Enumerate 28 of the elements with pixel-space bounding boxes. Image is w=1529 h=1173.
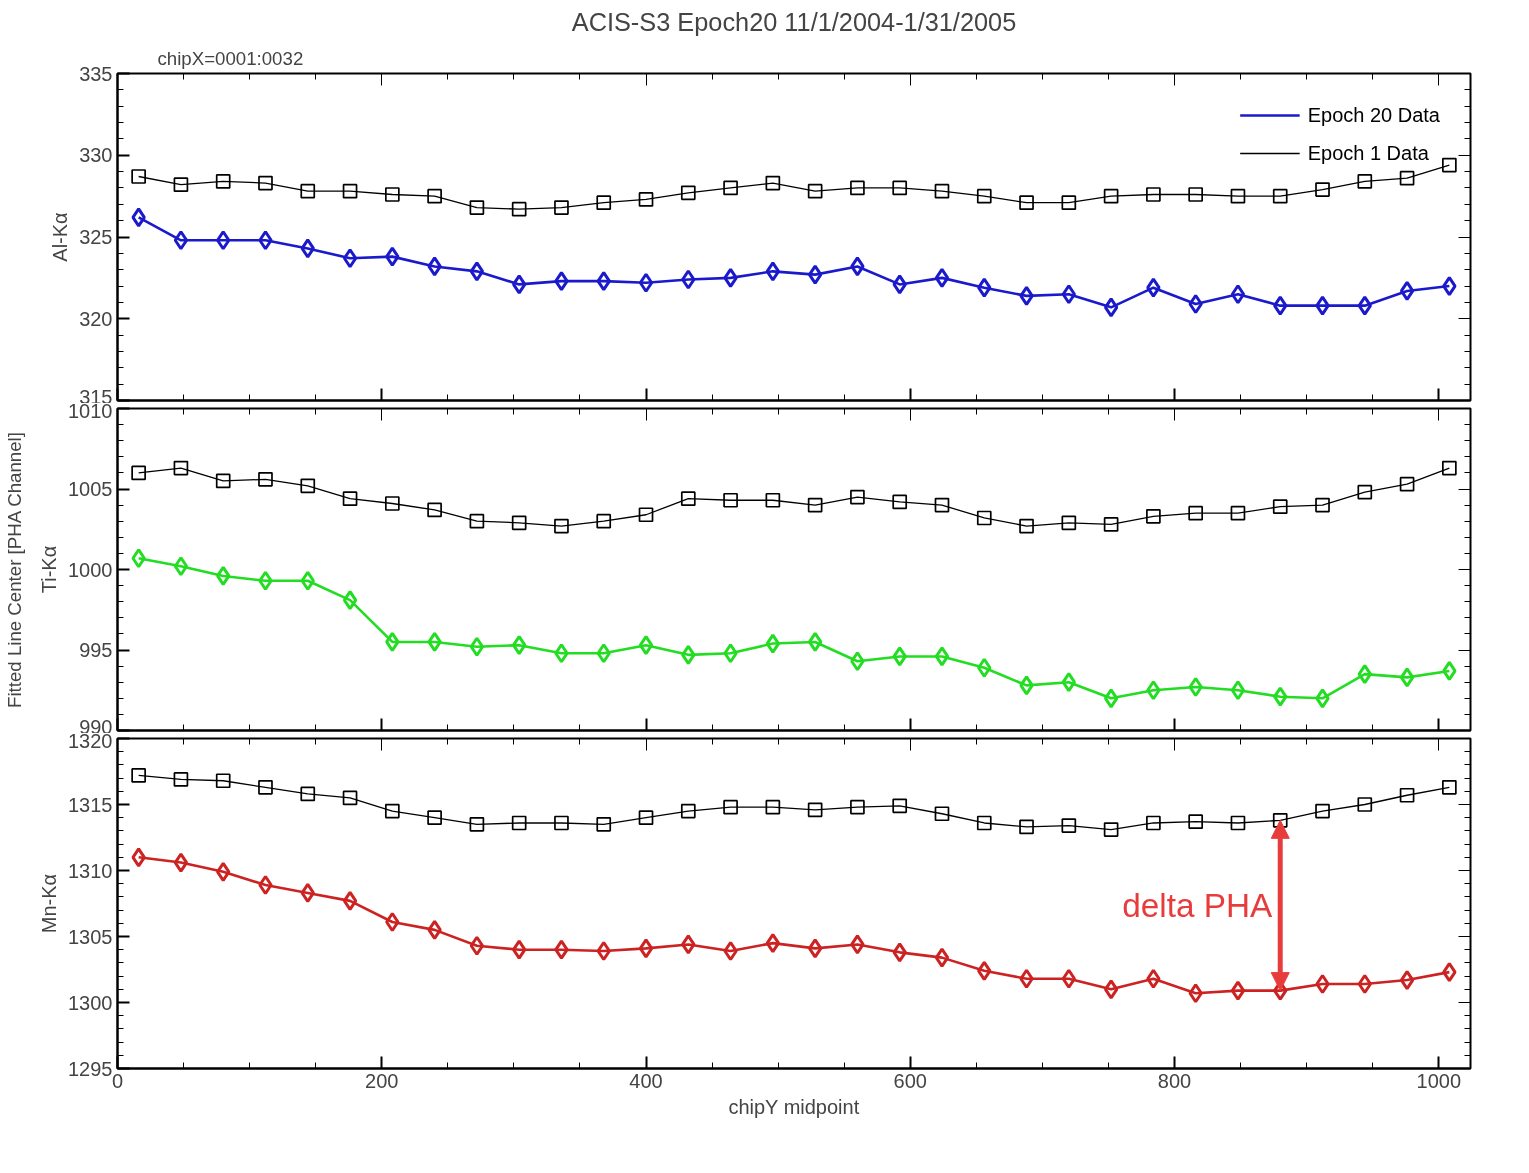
x-axis-title: chipY midpoint [728, 1095, 860, 1118]
y-tick-label: 1305 [68, 925, 113, 948]
y-tick-label: 330 [79, 144, 113, 167]
legend-label: Epoch 20 Data [1307, 103, 1440, 127]
y-tick-label: 1315 [68, 793, 113, 816]
y-tick-label: 320 [79, 307, 113, 330]
y-tick-label: 325 [79, 226, 113, 248]
x-tick-label: 200 [365, 1069, 399, 1092]
x-tick-label: 0 [111, 1069, 124, 1092]
y-tick-label: 1310 [68, 859, 113, 882]
x-tick-label: 800 [1157, 1069, 1192, 1092]
y-tick-label: 995 [79, 639, 113, 661]
y-axis-title: Mn-Kα [38, 873, 61, 934]
chart-title: ACIS-S3 Epoch20 11/1/2004-1/31/2005 [571, 7, 1017, 36]
y-axis-title: Al-Kα [49, 212, 72, 262]
y-tick-label: 335 [79, 62, 113, 85]
y-tick-label: 1300 [68, 991, 113, 1014]
y-axis-title: Ti-Kα [38, 545, 61, 594]
y-tick-label: 1295 [68, 1057, 113, 1080]
text: Fitted Line Center [PHA Channel] [3, 432, 25, 708]
legend-label: Epoch 1 Data [1307, 141, 1429, 165]
x-tick-label: 600 [893, 1069, 927, 1092]
annotation: delta PHA [1122, 886, 1273, 924]
x-tick-label: 1000 [1416, 1069, 1462, 1092]
y-tick-label: 1000 [68, 558, 113, 581]
text: chipX=0001:0032 [157, 47, 304, 69]
y-tick-label: 1005 [68, 478, 113, 500]
x-tick-label: 400 [629, 1069, 663, 1092]
